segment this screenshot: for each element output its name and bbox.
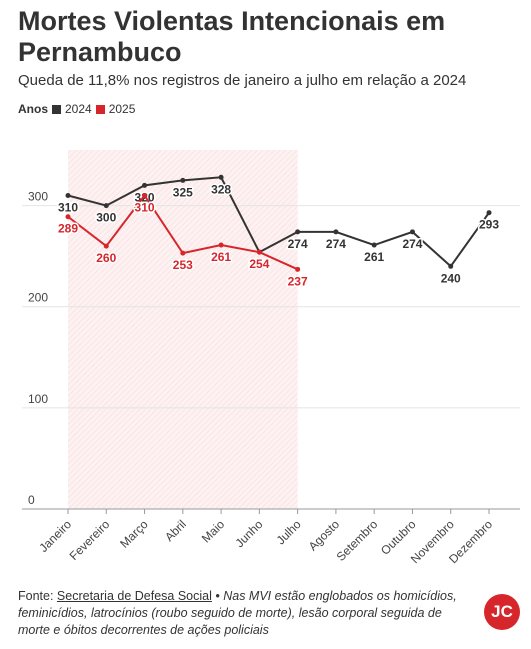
point bbox=[409, 229, 415, 235]
legend-swatch bbox=[95, 104, 105, 114]
data-label: 261 bbox=[364, 250, 384, 264]
point bbox=[295, 266, 301, 272]
legend-swatch bbox=[52, 104, 61, 114]
data-label: 300 bbox=[96, 211, 116, 225]
data-label: 274 bbox=[288, 237, 308, 251]
y-tick-label: 0 bbox=[28, 493, 35, 507]
data-label: 310 bbox=[135, 201, 155, 215]
data-label: 274 bbox=[402, 237, 422, 251]
data-label: 254 bbox=[249, 257, 269, 271]
data-label: 310 bbox=[58, 201, 78, 215]
point bbox=[142, 193, 148, 199]
footer: Fonte: Secretaria de Defesa Social • Nas… bbox=[18, 588, 473, 639]
legend-title: Anos bbox=[18, 102, 48, 116]
point bbox=[65, 214, 71, 220]
point bbox=[256, 249, 262, 255]
data-label: 274 bbox=[326, 237, 346, 251]
point bbox=[333, 229, 339, 235]
series-line bbox=[67, 176, 490, 268]
source-label: Fonte: bbox=[18, 589, 54, 603]
x-tick-label: Agosto bbox=[306, 517, 343, 554]
note: • Nas MVI estão englobados os homicídios… bbox=[18, 589, 457, 637]
data-label: 240 bbox=[441, 271, 461, 285]
x-tick-label: Fevereiro bbox=[67, 517, 113, 563]
point bbox=[180, 177, 186, 183]
point bbox=[103, 243, 109, 249]
point bbox=[180, 250, 186, 256]
x-tick-label: Janeiro bbox=[36, 517, 74, 555]
data-label: 293 bbox=[479, 218, 499, 232]
x-tick-label: Abril bbox=[162, 517, 189, 544]
data-label: 253 bbox=[173, 258, 193, 272]
legend-label: 2025 bbox=[108, 102, 136, 116]
point bbox=[295, 229, 301, 235]
data-label: 328 bbox=[211, 182, 231, 196]
point bbox=[218, 242, 224, 248]
data-label: 325 bbox=[173, 185, 193, 199]
legend-label: 2024 bbox=[65, 102, 92, 116]
data-label: 260 bbox=[96, 251, 116, 265]
x-tick-label: Julho bbox=[274, 517, 304, 547]
point bbox=[142, 182, 148, 188]
data-label: 237 bbox=[288, 274, 308, 288]
x-tick-label: Março bbox=[117, 517, 151, 551]
point bbox=[218, 174, 224, 180]
period-shade bbox=[68, 150, 298, 509]
data-label: 254 bbox=[249, 257, 269, 271]
point bbox=[65, 193, 71, 199]
subtitle: Queda de 11,8% nos registros de janeiro … bbox=[18, 72, 467, 89]
point bbox=[103, 203, 109, 209]
data-label: 261 bbox=[211, 250, 231, 264]
data-label: 289 bbox=[58, 222, 78, 236]
point bbox=[371, 242, 377, 248]
x-tick-label: Setembro bbox=[334, 517, 381, 564]
point bbox=[486, 210, 492, 216]
x-tick-label: Maio bbox=[199, 517, 228, 546]
y-tick-label: 100 bbox=[28, 392, 48, 406]
source-link[interactable]: Secretaria de Defesa Social bbox=[56, 589, 212, 603]
y-tick-label: 300 bbox=[28, 190, 48, 204]
legend: Anos 2024 2025 bbox=[18, 102, 135, 116]
x-tick-label: Junho bbox=[232, 517, 265, 550]
chart-title: Mortes Violentas Intencionais em Pernamb… bbox=[18, 6, 446, 67]
point bbox=[448, 263, 454, 269]
y-tick-label: 200 bbox=[28, 291, 48, 305]
logo: JC bbox=[484, 594, 520, 630]
